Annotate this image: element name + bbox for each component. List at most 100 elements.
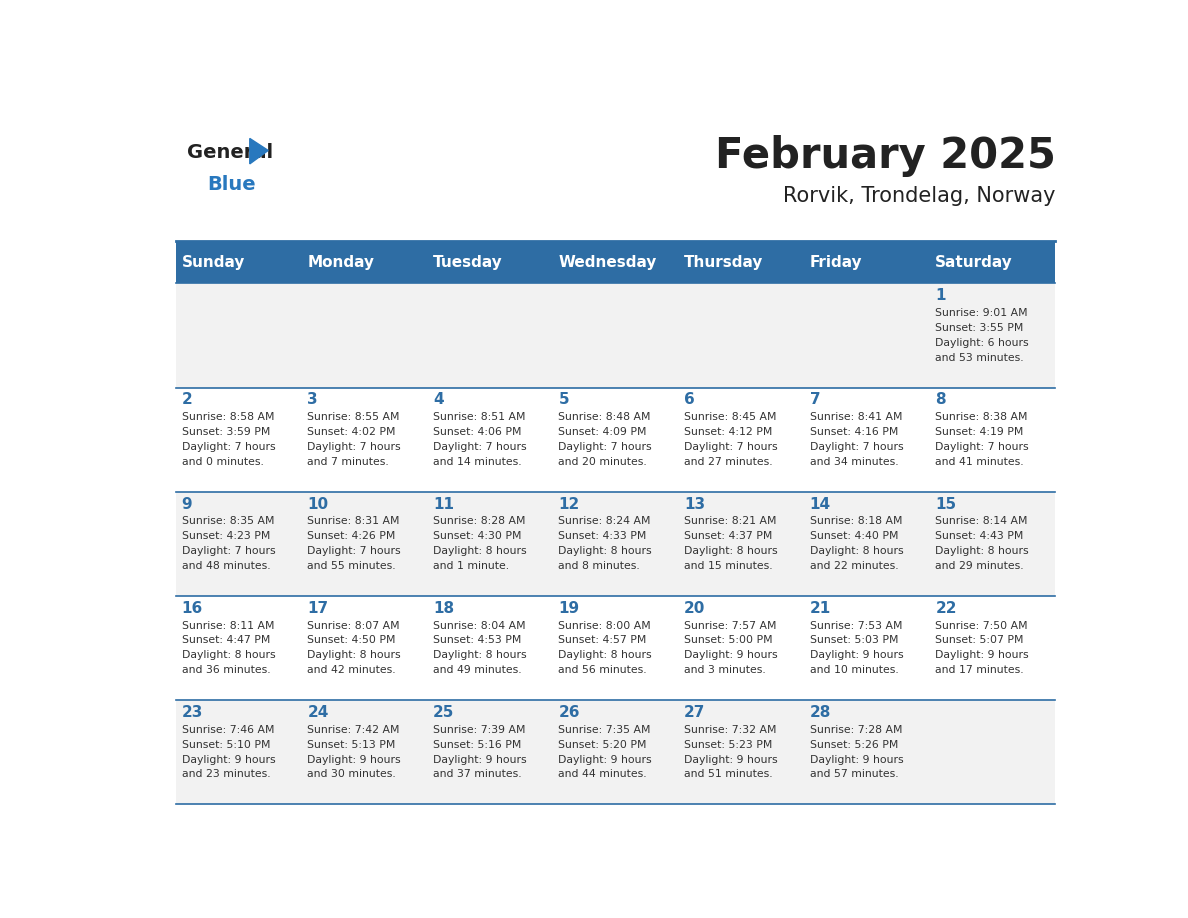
Text: 3: 3 xyxy=(308,393,318,408)
Text: February 2025: February 2025 xyxy=(714,135,1055,177)
Text: and 41 minutes.: and 41 minutes. xyxy=(935,457,1024,467)
Text: Sunrise: 8:04 AM: Sunrise: 8:04 AM xyxy=(432,621,525,631)
Text: Sunset: 5:10 PM: Sunset: 5:10 PM xyxy=(182,740,270,750)
Text: Daylight: 9 hours: Daylight: 9 hours xyxy=(684,650,778,660)
Text: 14: 14 xyxy=(810,497,830,511)
Text: Daylight: 6 hours: Daylight: 6 hours xyxy=(935,338,1029,348)
Text: Sunset: 4:47 PM: Sunset: 4:47 PM xyxy=(182,635,270,645)
Text: and 55 minutes.: and 55 minutes. xyxy=(308,561,396,571)
Text: and 34 minutes.: and 34 minutes. xyxy=(810,457,898,467)
Text: Sunset: 4:37 PM: Sunset: 4:37 PM xyxy=(684,532,772,542)
Text: and 22 minutes.: and 22 minutes. xyxy=(810,561,898,571)
Text: Sunset: 4:09 PM: Sunset: 4:09 PM xyxy=(558,427,647,437)
Text: 8: 8 xyxy=(935,393,946,408)
Text: and 23 minutes.: and 23 minutes. xyxy=(182,769,271,779)
Text: Sunrise: 8:28 AM: Sunrise: 8:28 AM xyxy=(432,517,525,526)
Text: 12: 12 xyxy=(558,497,580,511)
Text: Sunrise: 8:35 AM: Sunrise: 8:35 AM xyxy=(182,517,274,526)
Text: Daylight: 8 hours: Daylight: 8 hours xyxy=(558,650,652,660)
Text: Sunset: 5:20 PM: Sunset: 5:20 PM xyxy=(558,740,647,750)
Text: and 27 minutes.: and 27 minutes. xyxy=(684,457,772,467)
Text: Blue: Blue xyxy=(208,175,257,194)
Bar xyxy=(176,284,1055,387)
Text: and 44 minutes.: and 44 minutes. xyxy=(558,769,647,779)
Text: 13: 13 xyxy=(684,497,706,511)
Text: Sunset: 3:59 PM: Sunset: 3:59 PM xyxy=(182,427,270,437)
Text: 19: 19 xyxy=(558,601,580,616)
Text: Friday: Friday xyxy=(810,254,862,270)
Text: Sunrise: 8:55 AM: Sunrise: 8:55 AM xyxy=(308,412,399,422)
Text: Sunrise: 7:42 AM: Sunrise: 7:42 AM xyxy=(308,725,399,734)
Text: Daylight: 9 hours: Daylight: 9 hours xyxy=(684,755,778,765)
Text: Sunrise: 8:31 AM: Sunrise: 8:31 AM xyxy=(308,517,399,526)
Text: Sunrise: 7:46 AM: Sunrise: 7:46 AM xyxy=(182,725,274,734)
Text: 16: 16 xyxy=(182,601,203,616)
Text: Sunset: 5:26 PM: Sunset: 5:26 PM xyxy=(810,740,898,750)
Text: 1: 1 xyxy=(935,288,946,303)
Text: Rorvik, Trondelag, Norway: Rorvik, Trondelag, Norway xyxy=(783,186,1055,207)
Text: General: General xyxy=(188,143,273,162)
Text: Sunrise: 8:41 AM: Sunrise: 8:41 AM xyxy=(810,412,902,422)
Text: Sunrise: 8:11 AM: Sunrise: 8:11 AM xyxy=(182,621,274,631)
Text: Sunset: 4:12 PM: Sunset: 4:12 PM xyxy=(684,427,772,437)
Text: 26: 26 xyxy=(558,705,580,720)
Text: Daylight: 7 hours: Daylight: 7 hours xyxy=(558,442,652,452)
Text: and 30 minutes.: and 30 minutes. xyxy=(308,769,396,779)
Text: Daylight: 7 hours: Daylight: 7 hours xyxy=(182,546,276,556)
Text: Daylight: 8 hours: Daylight: 8 hours xyxy=(935,546,1029,556)
Text: Sunrise: 8:07 AM: Sunrise: 8:07 AM xyxy=(308,621,400,631)
Bar xyxy=(804,241,930,284)
Text: Daylight: 7 hours: Daylight: 7 hours xyxy=(432,442,526,452)
Text: Sunset: 4:57 PM: Sunset: 4:57 PM xyxy=(558,635,646,645)
Text: 4: 4 xyxy=(432,393,443,408)
Text: Daylight: 7 hours: Daylight: 7 hours xyxy=(684,442,778,452)
Text: Sunrise: 8:18 AM: Sunrise: 8:18 AM xyxy=(810,517,902,526)
Text: Sunset: 4:26 PM: Sunset: 4:26 PM xyxy=(308,532,396,542)
Text: Sunset: 4:43 PM: Sunset: 4:43 PM xyxy=(935,532,1024,542)
Text: Sunrise: 8:45 AM: Sunrise: 8:45 AM xyxy=(684,412,777,422)
Text: Sunrise: 7:39 AM: Sunrise: 7:39 AM xyxy=(432,725,525,734)
Text: Thursday: Thursday xyxy=(684,254,764,270)
Text: Sunset: 5:23 PM: Sunset: 5:23 PM xyxy=(684,740,772,750)
Text: Daylight: 9 hours: Daylight: 9 hours xyxy=(810,650,903,660)
Text: Daylight: 9 hours: Daylight: 9 hours xyxy=(432,755,526,765)
Text: and 51 minutes.: and 51 minutes. xyxy=(684,769,772,779)
Text: Sunset: 5:03 PM: Sunset: 5:03 PM xyxy=(810,635,898,645)
Bar xyxy=(176,241,302,284)
Text: 11: 11 xyxy=(432,497,454,511)
Text: 17: 17 xyxy=(308,601,328,616)
Text: Sunrise: 7:57 AM: Sunrise: 7:57 AM xyxy=(684,621,777,631)
Text: Daylight: 9 hours: Daylight: 9 hours xyxy=(558,755,652,765)
Text: Sunday: Sunday xyxy=(182,254,245,270)
Text: Sunset: 3:55 PM: Sunset: 3:55 PM xyxy=(935,323,1024,333)
Text: 24: 24 xyxy=(308,705,329,720)
Text: and 56 minutes.: and 56 minutes. xyxy=(558,666,647,675)
Bar xyxy=(176,387,1055,492)
Text: Sunset: 4:19 PM: Sunset: 4:19 PM xyxy=(935,427,1024,437)
Text: and 20 minutes.: and 20 minutes. xyxy=(558,457,647,467)
Text: and 17 minutes.: and 17 minutes. xyxy=(935,666,1024,675)
Text: Sunrise: 8:38 AM: Sunrise: 8:38 AM xyxy=(935,412,1028,422)
Text: 5: 5 xyxy=(558,393,569,408)
Text: Monday: Monday xyxy=(308,254,374,270)
Text: and 1 minute.: and 1 minute. xyxy=(432,561,508,571)
Text: Daylight: 9 hours: Daylight: 9 hours xyxy=(182,755,276,765)
Text: and 29 minutes.: and 29 minutes. xyxy=(935,561,1024,571)
Text: and 48 minutes.: and 48 minutes. xyxy=(182,561,271,571)
Text: Daylight: 8 hours: Daylight: 8 hours xyxy=(432,546,526,556)
Text: and 8 minutes.: and 8 minutes. xyxy=(558,561,640,571)
Text: Sunset: 5:16 PM: Sunset: 5:16 PM xyxy=(432,740,522,750)
Text: Sunset: 4:40 PM: Sunset: 4:40 PM xyxy=(810,532,898,542)
Text: 7: 7 xyxy=(810,393,821,408)
Text: Sunrise: 9:01 AM: Sunrise: 9:01 AM xyxy=(935,308,1028,318)
Text: Sunset: 4:06 PM: Sunset: 4:06 PM xyxy=(432,427,522,437)
Text: Sunrise: 7:50 AM: Sunrise: 7:50 AM xyxy=(935,621,1028,631)
Text: Saturday: Saturday xyxy=(935,254,1013,270)
Bar xyxy=(176,492,1055,596)
Text: and 0 minutes.: and 0 minutes. xyxy=(182,457,264,467)
Text: Sunrise: 8:00 AM: Sunrise: 8:00 AM xyxy=(558,621,651,631)
Text: 10: 10 xyxy=(308,497,328,511)
Text: Sunset: 4:23 PM: Sunset: 4:23 PM xyxy=(182,532,270,542)
Text: 27: 27 xyxy=(684,705,706,720)
Text: Daylight: 9 hours: Daylight: 9 hours xyxy=(810,755,903,765)
